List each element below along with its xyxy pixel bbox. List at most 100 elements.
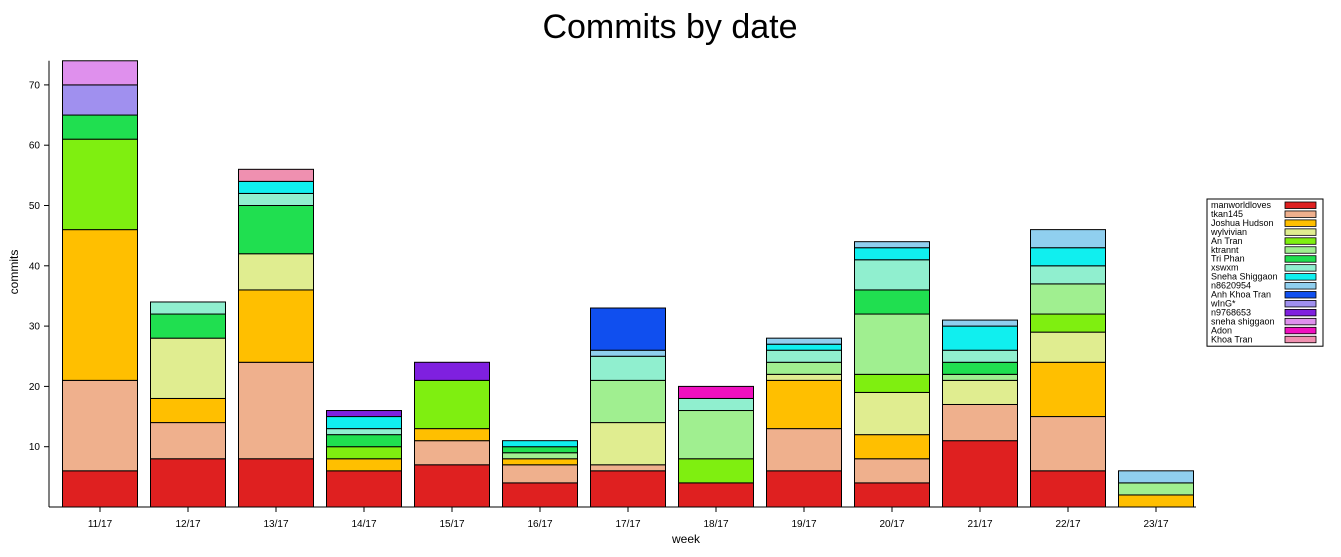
legend-swatch [1284,291,1317,299]
bar-segment [1030,229,1106,249]
bar-segment [414,361,490,381]
bar-segment [854,373,930,393]
y-tick-label: 20 [29,382,41,393]
bar-segment [502,464,578,484]
legend-swatch [1284,255,1317,263]
legend-swatch [1284,317,1317,326]
bar-segment [414,440,490,466]
bar-segment [1118,470,1194,484]
bar-segment [326,446,402,460]
chart-title: Commits by date [542,8,797,46]
legend-swatch [1284,237,1317,245]
legend-swatch [1284,201,1317,209]
bar-segment [414,464,490,508]
bar-segment [150,337,226,399]
bar-segment [678,482,754,508]
legend-label: Adon [1211,325,1232,335]
x-tick-label: 23/17 [1143,519,1168,530]
bar-segment [854,313,930,375]
bar-segment [766,379,842,430]
bar-segment [326,434,402,448]
x-tick-label: 16/17 [527,519,552,530]
bar-segment [942,361,1018,375]
bar-segment [590,470,666,508]
bar-segment [942,319,1018,327]
legend-swatch [1284,219,1317,227]
bar-segment [1030,331,1106,363]
legend-label: wInG* [1210,298,1236,308]
y-axis-label: commits [7,250,21,295]
bar-segment [414,428,490,442]
legend-label: tkan145 [1211,209,1243,219]
bar-segment [238,192,314,207]
legend-label: Tri Phan [1211,254,1245,264]
x-tick-label: 20/17 [879,519,904,530]
x-tick-label: 19/17 [791,519,816,530]
bar-segment [238,361,314,460]
bar-segment [766,343,842,351]
bar-segment [1118,494,1194,508]
x-tick-label: 15/17 [439,519,464,530]
y-tick-label: 40 [29,261,41,272]
bar-segment [62,379,138,472]
bar-segment [238,289,314,363]
legend-swatch [1284,273,1317,281]
legend-label: An Tran [1211,236,1243,246]
legend-swatch [1284,282,1317,290]
legend-label: wylvivian [1210,227,1247,237]
bar-segment [854,391,930,436]
bar-segment [326,416,402,430]
legend-label: n8620954 [1211,281,1251,291]
bar-segment [326,470,402,508]
bar-segment [238,180,314,194]
bar-segment [1030,313,1106,333]
bar-segment [590,379,666,424]
bar-segment [1030,265,1106,285]
bar-segment [150,458,226,508]
bar-segment [942,379,1018,405]
bar-segment [590,355,666,381]
bar-segment [766,373,842,381]
bar-segment [854,259,930,291]
bar-segment [62,138,138,231]
bar-segment [942,325,1018,351]
bar-segment [854,434,930,460]
bar-segment [942,349,1018,363]
x-tick-label: 11/17 [88,519,113,530]
bar-segment [942,373,1018,381]
legend-swatch [1284,335,1317,344]
x-axis-label: week [671,532,701,546]
y-tick-label: 70 [29,80,41,91]
x-tick-label: 14/17 [351,519,376,530]
bar-segment [238,168,314,182]
legend-swatch [1284,210,1317,218]
bar-segment [678,410,754,460]
bar-segment [1030,247,1106,267]
bar-segment [62,114,138,140]
bar-segment [678,385,754,399]
plot-area: 10 20 30 40 50 60 70 11/17 12/17 13/17 14/17 15/17 1… [29,60,1196,530]
bar-segment [854,289,930,315]
bar-segment [942,440,1018,508]
bar-segment [766,428,842,472]
bar-segment [150,397,226,424]
legend-label: Joshua Hudson [1211,218,1274,228]
bar-segment [326,410,402,418]
legend-label: Anh Khoa Tran [1211,290,1271,300]
bar-segment [1118,482,1194,496]
legend-swatch [1284,300,1317,308]
y-tick-label: 10 [29,442,41,453]
bar-segment [150,301,226,315]
bar-segment [238,253,314,291]
x-tick-label: 21/17 [967,519,992,530]
bar-segment [1030,361,1106,418]
bar-segment [326,458,402,472]
bar-segment [502,452,578,460]
bar-segment [766,349,842,363]
bar-segment [766,361,842,375]
legend-label: sneha shiggaon [1211,316,1275,326]
bar-segment [1030,283,1106,315]
bar-segment [854,482,930,508]
